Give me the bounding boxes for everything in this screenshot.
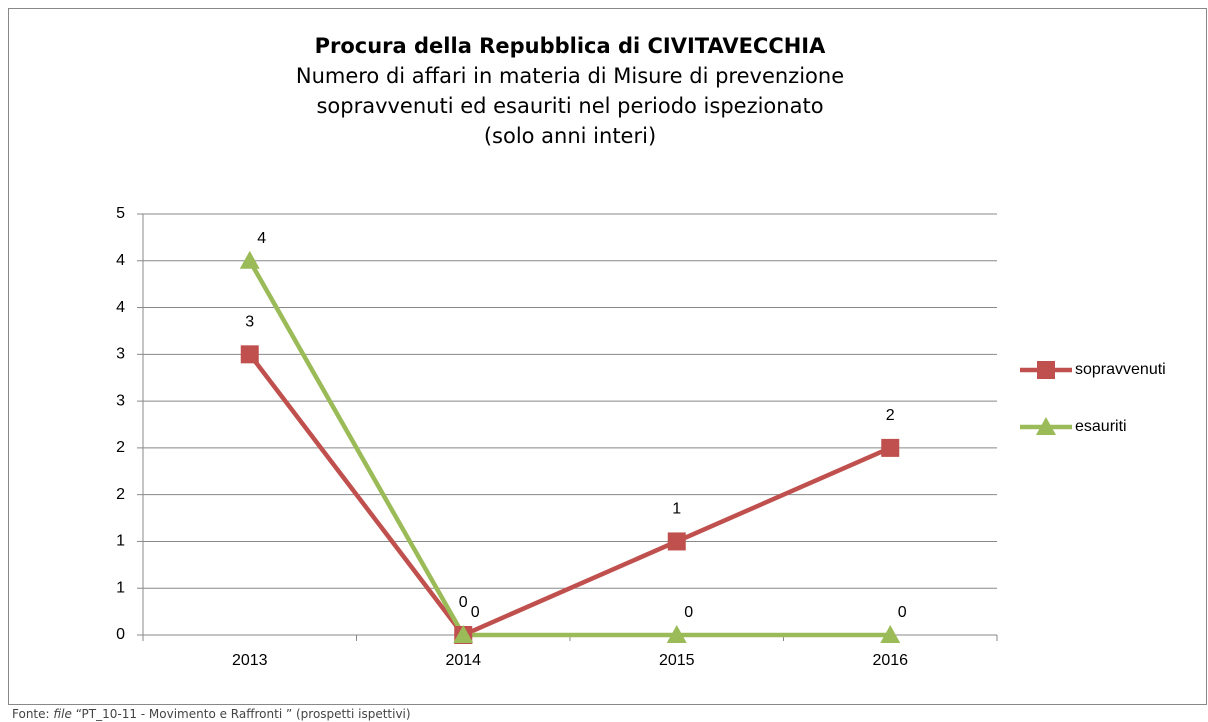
data-label: 0	[459, 594, 468, 611]
note-text: “PT_10-11 - Movimento e Raffronti ” (pro…	[76, 707, 411, 721]
legend-label: sopravvenuti	[1075, 361, 1166, 378]
source-note: Fonte: file “PT_10-11 - Movimento e Raff…	[12, 707, 411, 721]
point-marker	[881, 438, 900, 457]
y-tick-label: 0	[116, 626, 125, 643]
series-line	[247, 352, 892, 638]
note-italic: file	[53, 707, 71, 721]
x-tick-label: 2016	[872, 652, 908, 669]
point-marker	[239, 250, 260, 269]
y-tick-label: 1	[116, 579, 125, 596]
y-tick-label: 1	[116, 533, 125, 550]
chart-title: Procura della Repubblica di CIVITAVECCHI…	[315, 34, 827, 58]
y-tick-label: 4	[116, 299, 125, 316]
chart-subtitle: (solo anni interi)	[484, 124, 656, 148]
y-tick-label: 4	[116, 252, 125, 269]
y-tick-label: 5	[116, 205, 125, 222]
y-tick-label: 3	[116, 392, 125, 409]
point-marker	[880, 625, 901, 643]
y-tick-label: 2	[116, 486, 125, 503]
x-tick-label: 2014	[445, 652, 481, 669]
note-prefix: Fonte:	[12, 707, 50, 721]
chart-subtitle: Numero di affari in materia di Misure di…	[296, 64, 844, 88]
data-label: 1	[672, 501, 681, 518]
series-line	[247, 259, 891, 638]
point-marker	[1037, 361, 1055, 379]
data-label: 2	[886, 407, 895, 424]
data-label: 0	[898, 604, 907, 621]
data-label: 0	[471, 604, 480, 621]
y-tick-label: 2	[116, 439, 125, 456]
point-marker	[1036, 417, 1056, 435]
data-label: 4	[257, 230, 266, 247]
data-label: 0	[684, 604, 693, 621]
point-marker	[240, 345, 259, 364]
chart-subtitle: sopravvenuti ed esauriti nel periodo isp…	[316, 94, 823, 118]
data-label: 3	[245, 314, 254, 331]
point-marker	[666, 625, 687, 643]
point-marker	[453, 625, 474, 643]
y-tick-label: 3	[116, 346, 125, 363]
point-marker	[667, 532, 686, 551]
x-tick-label: 2015	[659, 652, 695, 669]
legend-label: esauriti	[1075, 418, 1127, 435]
x-tick-label: 2013	[232, 652, 268, 669]
